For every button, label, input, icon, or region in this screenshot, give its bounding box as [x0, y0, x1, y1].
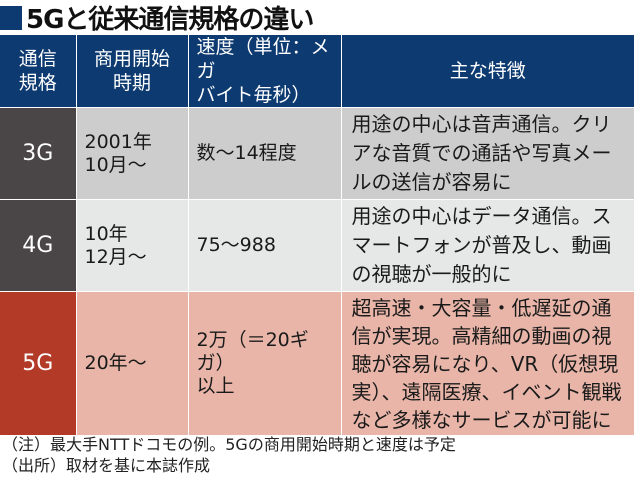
table-row-3g: 3G 2001年 10月〜 数〜14程度 用途の中心は音声通信。クリアな音質での…: [0, 107, 634, 200]
start-date-line1: 20年〜: [84, 352, 147, 374]
speed-line1: 数〜14程度: [196, 142, 297, 164]
header-start-date: 商用開始 時期: [75, 35, 188, 108]
features-cell: 用途の中心は音声通信。クリアな音質での通話や写真メールの送信が容易に: [340, 107, 634, 200]
start-date-cell: 2001年 10月〜: [75, 107, 188, 200]
start-date-cell: 10年 12月〜: [75, 199, 188, 292]
speed-line1: 75〜988: [196, 234, 276, 256]
header-start-line2: 時期: [112, 72, 151, 94]
comparison-table: 通信 規格 商用開始 時期 速度（単位：メガ バイト毎秒） 主な特徴 3G 20…: [0, 35, 634, 435]
start-date-cell: 20年〜: [75, 291, 188, 435]
generation-cell: 4G: [0, 199, 76, 292]
generation-cell: 3G: [0, 107, 76, 200]
features-cell: 用途の中心はデータ通信。スマートフォンが普及し、動画の視聴が一般的に: [340, 199, 634, 292]
speed-cell: 2万（＝20ギガ） 以上: [187, 291, 341, 435]
speed-cell: 75〜988: [187, 199, 341, 292]
header-features-label: 主な特徴: [449, 60, 526, 82]
header-standard-line1: 通信: [18, 48, 57, 70]
header-speed: 速度（単位：メガ バイト毎秒）: [187, 35, 341, 108]
page-title: 5Gと従来通信規格の違い: [0, 0, 314, 35]
footer-notes: （注）最大手NTTドコモの例。5Gの商用開始時期と速度は予定 （出所）取材を基に…: [2, 434, 456, 476]
speed-line2: 以上: [196, 375, 235, 397]
header-standard: 通信 規格: [0, 35, 76, 108]
speed-line1: 2万（＝20ギガ）: [196, 329, 309, 374]
start-date-line2: 10月〜: [84, 153, 147, 176]
header-features: 主な特徴: [340, 35, 634, 108]
speed-cell: 数〜14程度: [187, 107, 341, 200]
table-header-row: 通信 規格 商用開始 時期 速度（単位：メガ バイト毎秒） 主な特徴: [0, 35, 634, 108]
footer-note: （注）最大手NTTドコモの例。5Gの商用開始時期と速度は予定: [2, 435, 456, 454]
title-square-icon: [0, 6, 22, 30]
header-speed-line2: バイト毎秒）: [196, 84, 311, 106]
start-date-line2: 12月〜: [84, 245, 147, 268]
header-start-line1: 商用開始: [93, 48, 170, 70]
footer-source: （出所）取材を基に本誌作成: [2, 456, 211, 475]
generation-cell: 5G: [0, 291, 76, 435]
header-standard-line2: 規格: [18, 72, 57, 94]
title-text: 5Gと従来通信規格の違い: [26, 4, 314, 35]
header-speed-line1: 速度（単位：メガ: [196, 36, 330, 82]
table-row-5g: 5G 20年〜 2万（＝20ギガ） 以上 超高速・大容量・低遅延の通信が実現。高…: [0, 291, 634, 435]
start-date-line1: 10年: [84, 222, 128, 245]
start-date-line1: 2001年: [84, 130, 152, 153]
table-row-4g: 4G 10年 12月〜 75〜988 用途の中心はデータ通信。スマートフォンが普…: [0, 199, 634, 292]
features-cell: 超高速・大容量・低遅延の通信が実現。高精細の動画の視聴が容易になり、VR（仮想現…: [340, 291, 634, 435]
